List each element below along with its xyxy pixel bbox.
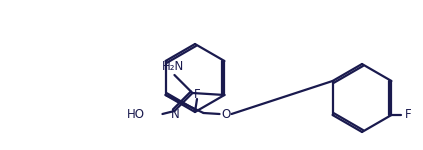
Text: N: N xyxy=(171,108,180,122)
Text: HO: HO xyxy=(126,108,144,122)
Text: H₂N: H₂N xyxy=(162,60,184,74)
Text: F: F xyxy=(405,108,412,122)
Text: O: O xyxy=(221,108,230,120)
Text: F: F xyxy=(194,87,201,100)
